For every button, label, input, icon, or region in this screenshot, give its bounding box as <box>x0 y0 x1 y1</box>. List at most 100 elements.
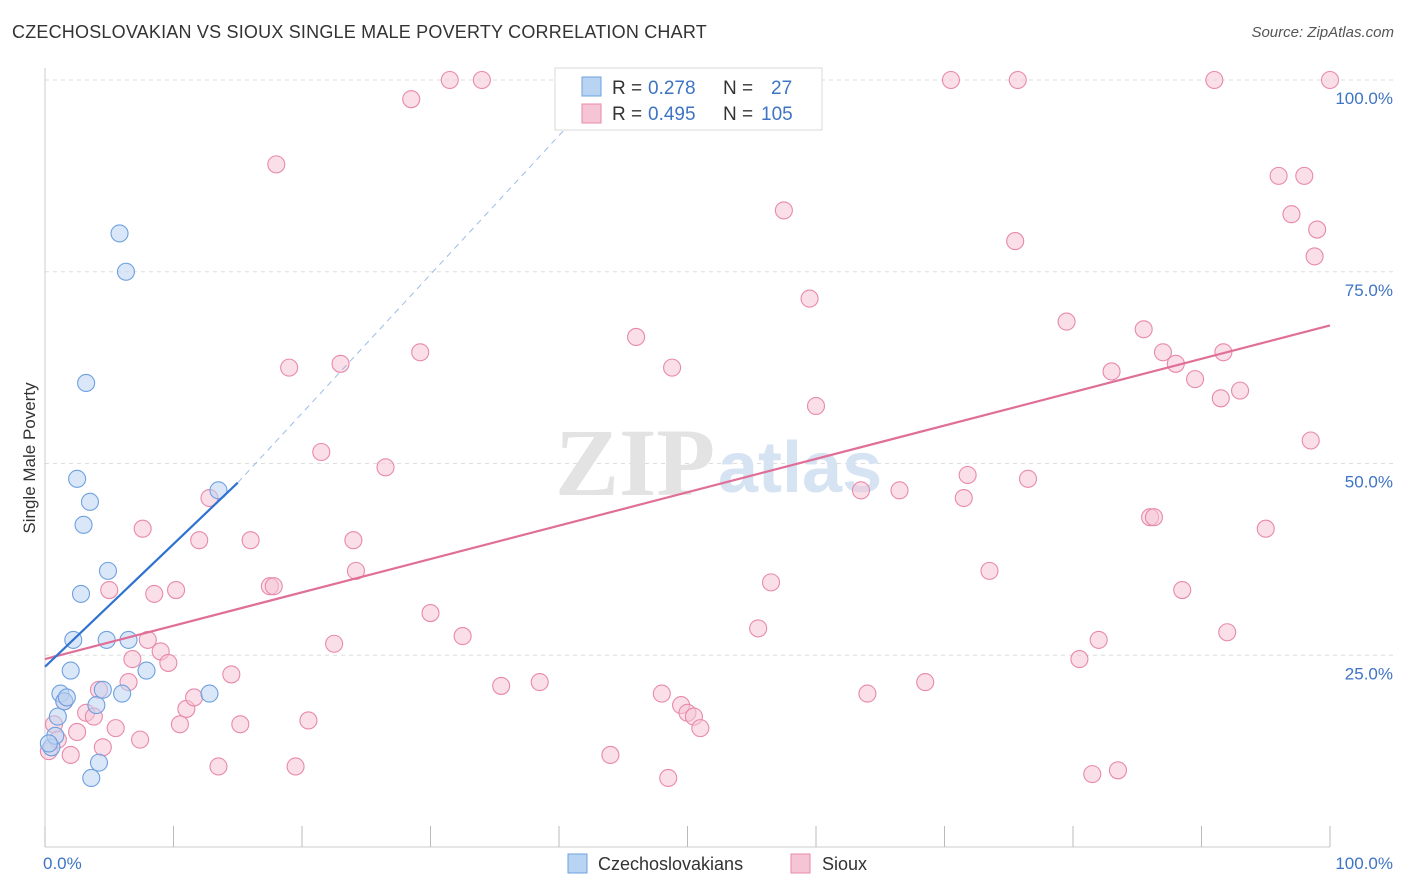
sioux-point <box>1018 469 1038 488</box>
sioux-point <box>691 719 710 738</box>
sioux-point <box>1186 370 1205 389</box>
sioux-point <box>453 627 472 646</box>
legend-n-value-1: 27 <box>771 78 792 99</box>
sioux-point <box>1108 761 1128 780</box>
sioux-point <box>1282 205 1301 224</box>
sioux-point <box>1134 320 1153 339</box>
sioux-point <box>1205 70 1224 90</box>
czechoslovakian-trend-line <box>44 481 239 668</box>
bottom-legend-swatch-blue <box>567 853 588 874</box>
czechoslovakian-point <box>98 561 118 580</box>
sioux-point <box>68 722 87 742</box>
legend-r-label-2: R = <box>612 104 642 125</box>
bottom-legend-label-czechoslovakians: Czechoslovakians <box>598 854 743 874</box>
sioux-point <box>1256 519 1275 538</box>
watermark: ZIP atlas <box>555 409 882 516</box>
czechoslovakian-trend-extension <box>237 79 611 484</box>
sioux-point <box>858 684 877 703</box>
czechoslovakian-point <box>87 696 106 715</box>
sioux-point <box>749 619 768 638</box>
sioux-point <box>1173 581 1192 600</box>
sioux-point <box>231 715 250 734</box>
sioux-point <box>421 604 440 623</box>
axes <box>44 68 1331 848</box>
source-label: Source: ZipAtlas.com <box>1251 24 1394 41</box>
sioux-point <box>190 531 209 550</box>
sioux-point <box>601 745 620 765</box>
sioux-point <box>890 481 909 500</box>
sioux-point <box>851 481 871 500</box>
sioux-point <box>1083 765 1102 784</box>
czechoslovakian-point <box>71 584 91 603</box>
sioux-point <box>1102 362 1121 381</box>
legend-n-value-2: 105 <box>761 104 793 125</box>
sioux-point <box>280 358 299 377</box>
sioux-point <box>167 581 186 600</box>
sioux-point <box>806 396 826 416</box>
sioux-point <box>299 711 318 730</box>
sioux-point <box>1006 232 1025 251</box>
sioux-point <box>663 358 682 377</box>
sioux-point <box>331 354 350 373</box>
sioux-trend-line <box>44 324 1331 661</box>
czechoslovakian-point <box>68 469 87 488</box>
sioux-point <box>131 730 150 749</box>
czechoslovakian-point <box>80 492 100 511</box>
y-tick-label: 50.0% <box>1345 473 1393 492</box>
sioux-point <box>1070 650 1089 669</box>
sioux-point <box>941 70 960 90</box>
sioux-point <box>659 768 678 788</box>
x-tick-label: 100.0% <box>1335 854 1393 873</box>
sioux-point <box>954 488 973 508</box>
sioux-point <box>774 201 793 220</box>
legend-n-label-1: N = <box>723 78 753 99</box>
legend-r-label-1: R = <box>612 78 642 99</box>
sioux-point <box>627 327 646 346</box>
sioux-point <box>170 715 189 734</box>
czechoslovakian-point <box>137 661 156 680</box>
sioux-point <box>411 343 430 362</box>
trend-lines <box>44 79 1331 668</box>
czechoslovakian-point <box>82 768 101 788</box>
sioux-point <box>264 577 283 596</box>
sioux-point <box>980 561 999 580</box>
sioux-point <box>1269 166 1288 185</box>
y-axis-title: Single Male Poverty <box>20 382 39 534</box>
sioux-point <box>472 70 491 90</box>
sioux-point <box>800 289 819 308</box>
sioux-point <box>1153 343 1172 362</box>
sioux-point <box>93 738 112 757</box>
czechoslovakian-point <box>113 684 132 703</box>
y-tick-label: 100.0% <box>1335 89 1393 108</box>
czechoslovakian-point <box>57 688 76 707</box>
legend: R = 0.278 N = 27 R = 0.495 N = 105 <box>554 67 823 131</box>
bottom-legend: Czechoslovakians Sioux <box>567 853 867 874</box>
sioux-point <box>1218 623 1237 642</box>
czechoslovakian-point <box>110 224 129 243</box>
sioux-point <box>1008 70 1027 90</box>
sioux-point <box>958 465 977 485</box>
czechoslovakian-point <box>77 373 96 393</box>
bottom-legend-label-sioux: Sioux <box>822 854 867 874</box>
sioux-point <box>1057 312 1076 331</box>
sioux-point <box>344 531 363 550</box>
czechoslovakian-point <box>200 684 219 703</box>
sioux-point <box>1144 508 1164 527</box>
watermark-zip: ZIP <box>555 409 715 516</box>
sioux-point <box>530 673 549 692</box>
legend-r-value-2: 0.495 <box>648 104 696 125</box>
sioux-point <box>440 70 459 90</box>
legend-n-label-2: N = <box>723 104 753 125</box>
y-tick-label: 75.0% <box>1345 281 1393 300</box>
sioux-point <box>1308 220 1327 239</box>
sioux-point <box>286 757 305 776</box>
legend-swatch-pink <box>581 103 602 124</box>
sioux-point <box>1305 247 1324 266</box>
czechoslovakian-point <box>116 262 136 281</box>
czechoslovakian-point <box>93 680 112 699</box>
sioux-point <box>159 653 178 672</box>
sioux-point <box>123 650 142 669</box>
czechoslovakian-point <box>74 515 93 534</box>
sioux-point <box>761 573 781 592</box>
